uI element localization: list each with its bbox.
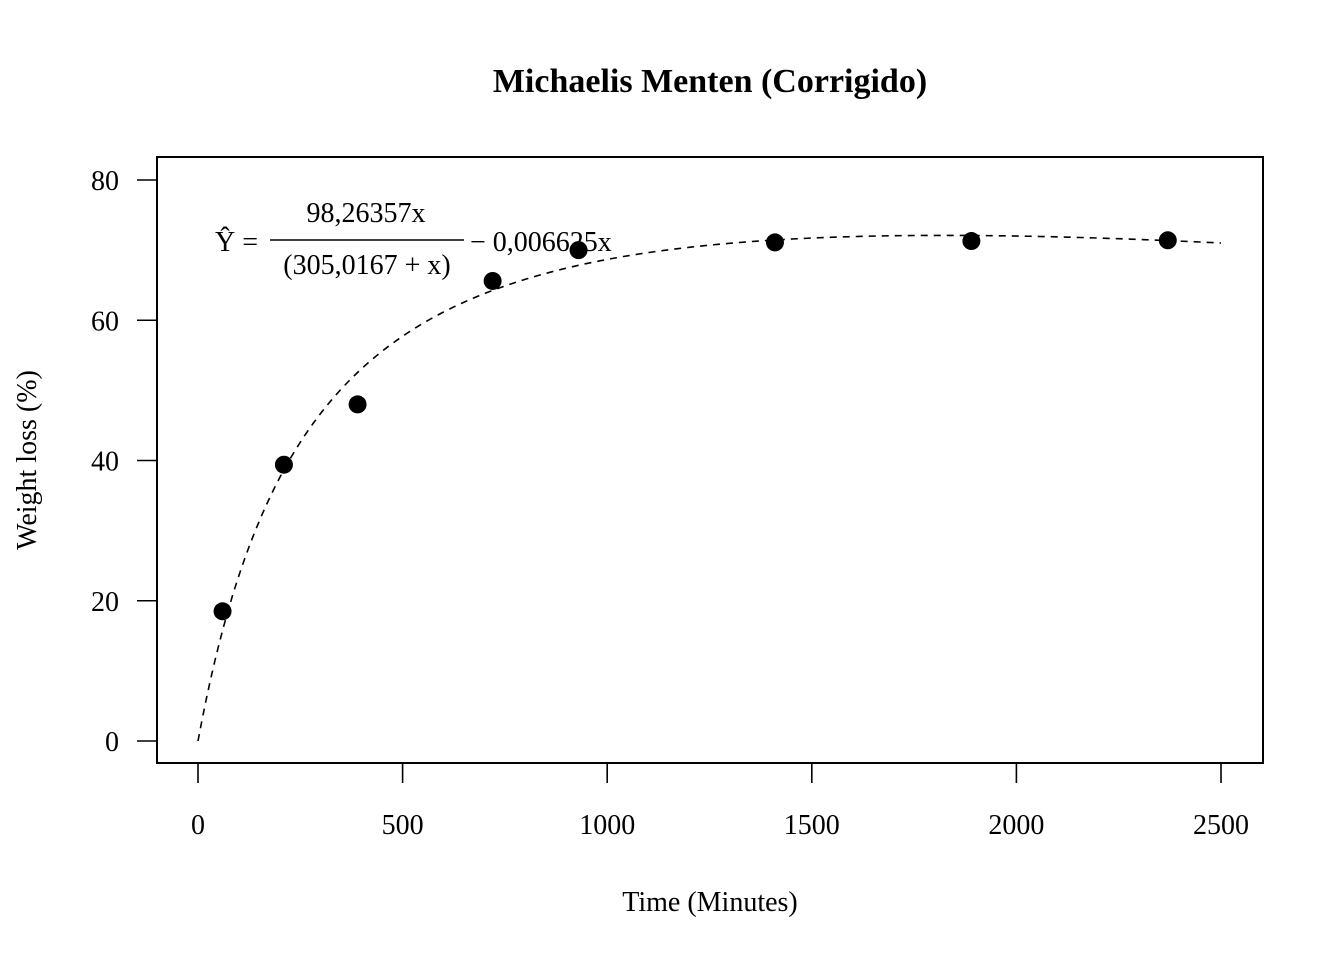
y-tick-label: 40 (91, 447, 119, 478)
equation-numerator: 98,26357x (307, 198, 426, 229)
data-point (483, 271, 502, 290)
data-point (213, 602, 232, 621)
x-tick-label: 500 (382, 810, 424, 841)
data-point (765, 233, 784, 252)
equation-denominator: (305,0167 + x) (283, 250, 450, 281)
data-points (213, 231, 1177, 621)
data-point (962, 232, 981, 251)
y-axis: 0 20 40 60 80 (91, 166, 158, 758)
y-tick-label: 20 (91, 587, 119, 618)
data-point (274, 455, 293, 474)
x-axis: 0 500 1000 1500 2000 2500 (191, 762, 1249, 841)
data-point (1158, 231, 1177, 250)
y-tick-label: 60 (91, 306, 119, 337)
y-axis-label: Weight loss (%) (12, 370, 43, 550)
x-tick-label: 1000 (579, 810, 635, 841)
equation-tail: − 0,006625x (470, 227, 612, 258)
chart-title: Michaelis Menten (Corrigido) (493, 63, 927, 100)
fit-equation: Ŷ = 98,26357x (305,0167 + x) − 0,006625x… (215, 198, 612, 281)
x-tick-label: 1500 (784, 810, 840, 841)
data-point (348, 395, 367, 414)
fit-curve (197, 234, 1222, 742)
x-tick-label: 2500 (1193, 810, 1249, 841)
y-tick-label: 0 (105, 727, 119, 758)
x-tick-label: 2000 (988, 810, 1044, 841)
plot-frame (156, 156, 1264, 764)
y-tick-label: 80 (91, 166, 119, 197)
x-axis-label: Time (Minutes) (622, 887, 798, 918)
data-point (569, 241, 588, 260)
x-tick-label: 0 (191, 810, 205, 841)
equation-lhs: Ŷ = (215, 227, 258, 258)
